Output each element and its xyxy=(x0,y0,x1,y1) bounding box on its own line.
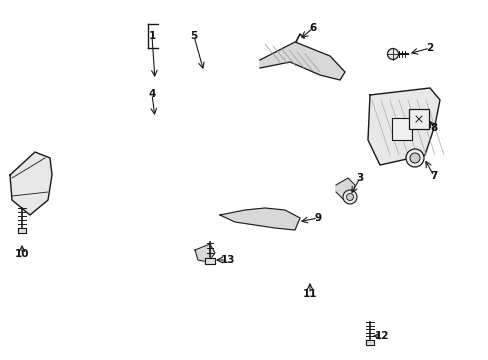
Text: 9: 9 xyxy=(314,213,321,223)
Text: 13: 13 xyxy=(220,255,235,265)
Polygon shape xyxy=(18,228,26,233)
Polygon shape xyxy=(260,42,345,80)
Circle shape xyxy=(386,49,398,59)
Polygon shape xyxy=(367,88,439,165)
Polygon shape xyxy=(10,152,52,215)
Text: 7: 7 xyxy=(429,171,437,181)
Circle shape xyxy=(346,194,353,201)
Circle shape xyxy=(405,149,423,167)
Polygon shape xyxy=(335,178,354,200)
Circle shape xyxy=(409,153,419,163)
Text: 6: 6 xyxy=(309,23,316,33)
Circle shape xyxy=(342,190,356,204)
Polygon shape xyxy=(391,118,411,140)
Polygon shape xyxy=(220,208,299,230)
Text: 4: 4 xyxy=(148,89,155,99)
Text: 5: 5 xyxy=(190,31,197,41)
Text: 8: 8 xyxy=(429,123,437,133)
Text: 1: 1 xyxy=(148,31,155,41)
FancyBboxPatch shape xyxy=(408,109,428,129)
Polygon shape xyxy=(204,258,215,264)
Polygon shape xyxy=(365,340,373,345)
Text: 3: 3 xyxy=(356,173,363,183)
Text: 11: 11 xyxy=(302,289,317,299)
Text: 12: 12 xyxy=(374,331,388,341)
Text: 2: 2 xyxy=(426,43,433,53)
Polygon shape xyxy=(195,244,215,262)
Text: 10: 10 xyxy=(15,249,29,259)
